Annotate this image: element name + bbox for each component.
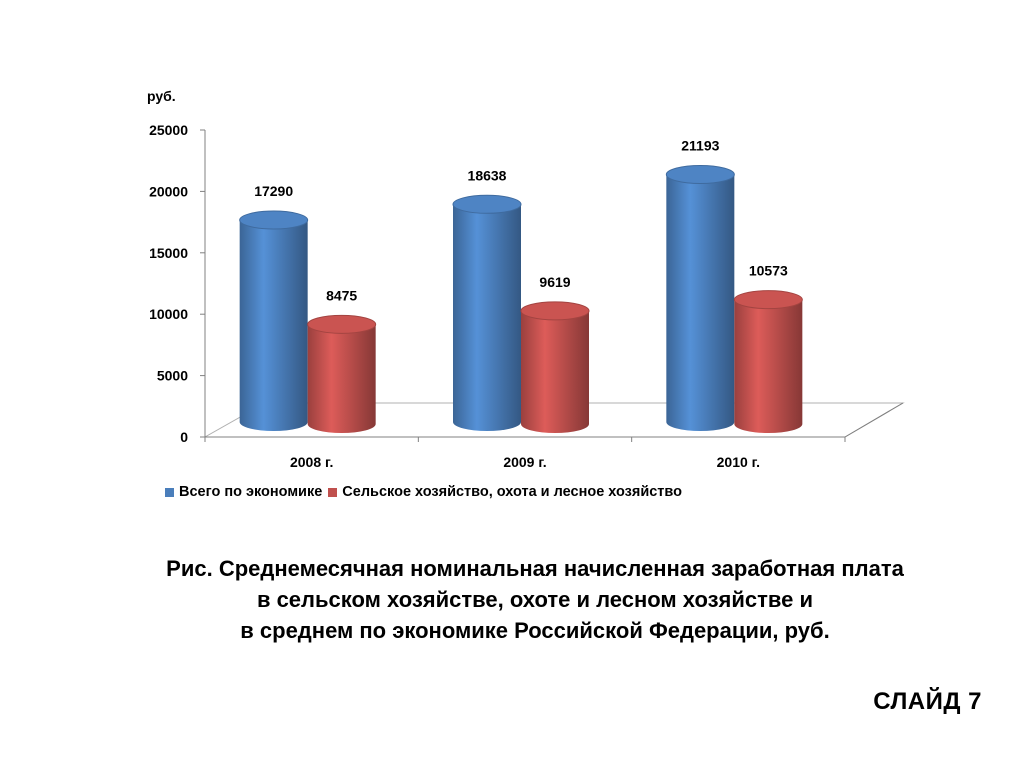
data-label: 21193 bbox=[681, 137, 719, 153]
caption-line-2: в сельском хозяйстве, охоте и лесном хоз… bbox=[256, 587, 814, 612]
bar-body bbox=[453, 204, 521, 431]
bar-agriculture-2 bbox=[733, 290, 803, 433]
bar-top bbox=[239, 210, 309, 230]
bar-total-0 bbox=[239, 210, 309, 431]
legend-item-agriculture: Сельское хозяйство, охота и лесное хозяй… bbox=[328, 484, 682, 500]
bar-total-1 bbox=[452, 194, 522, 431]
bar-body bbox=[521, 310, 589, 433]
caption-line-1: Рис. Среднемесячная номинальная начислен… bbox=[166, 556, 904, 581]
bar-top bbox=[665, 164, 735, 184]
bar-body bbox=[734, 299, 803, 433]
data-label: 8475 bbox=[326, 287, 357, 303]
y-tick-label: 25000 bbox=[149, 122, 188, 138]
legend-item-total: Всего по экономике bbox=[165, 484, 322, 500]
bar-body bbox=[666, 174, 735, 431]
data-label: 18638 bbox=[468, 167, 507, 183]
y-tick-label: 20000 bbox=[149, 183, 188, 199]
bar-body bbox=[239, 220, 308, 431]
y-tick-label: 15000 bbox=[149, 245, 188, 261]
y-tick-label: 10000 bbox=[149, 306, 188, 322]
data-label: 17290 bbox=[254, 183, 293, 199]
bar-top bbox=[733, 290, 803, 310]
x-tick-label: 2008 г. bbox=[290, 454, 333, 470]
bar-agriculture-1 bbox=[520, 301, 590, 433]
data-label: 9619 bbox=[539, 274, 570, 290]
bar-agriculture-0 bbox=[307, 314, 377, 433]
data-label: 10573 bbox=[749, 263, 788, 279]
y-tick-label: 5000 bbox=[157, 368, 188, 384]
bar-chart: 0 5000 10000 15000 20000 25000 руб. 2008 г. 2009… bbox=[147, 88, 905, 470]
bar-top bbox=[452, 194, 522, 214]
y-axis-label: руб. bbox=[147, 88, 176, 104]
legend-label-agriculture: Сельское хозяйство, охота и лесное хозяй… bbox=[342, 484, 682, 500]
legend-label-total: Всего по экономике bbox=[179, 484, 323, 500]
x-tick-label: 2009 г. bbox=[503, 454, 546, 470]
legend-swatch-red bbox=[328, 487, 338, 497]
slide-number: СЛАЙД 7 bbox=[873, 688, 982, 715]
bar-body bbox=[307, 324, 376, 433]
bar-top bbox=[520, 301, 590, 321]
chart-legend: Всего по экономике Сельское хозяйство, о… bbox=[165, 484, 688, 500]
legend-swatch-blue bbox=[165, 487, 174, 497]
floor-edge bbox=[844, 402, 904, 438]
bar-total-2 bbox=[665, 164, 735, 431]
x-tick-label: 2010 г. bbox=[717, 454, 760, 470]
figure-caption: Рис. Среднемесячная номинальная начислен… bbox=[0, 553, 1024, 646]
bar-top bbox=[307, 314, 377, 334]
caption-line-3: в среднем по экономике Российской Федера… bbox=[240, 618, 830, 643]
y-tick-label: 0 bbox=[180, 429, 188, 445]
